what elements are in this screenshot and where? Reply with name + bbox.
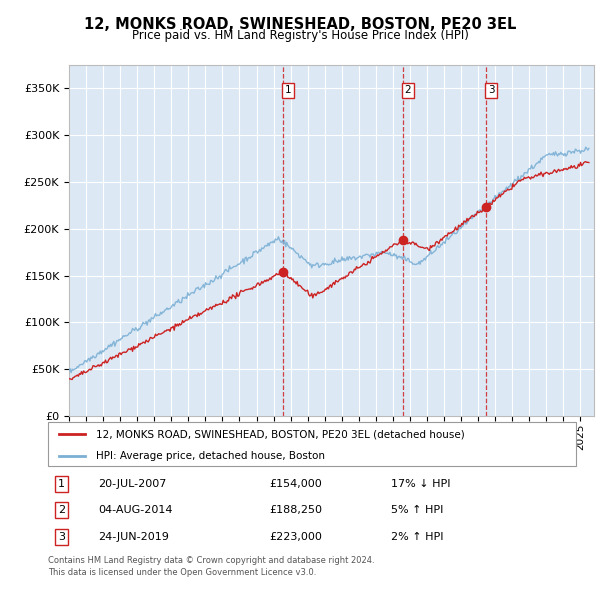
Text: 12, MONKS ROAD, SWINESHEAD, BOSTON, PE20 3EL: 12, MONKS ROAD, SWINESHEAD, BOSTON, PE20…: [84, 17, 516, 31]
Text: Contains HM Land Registry data © Crown copyright and database right 2024.
This d: Contains HM Land Registry data © Crown c…: [48, 556, 374, 576]
Text: £154,000: £154,000: [270, 479, 323, 489]
Text: 24-JUN-2019: 24-JUN-2019: [98, 532, 169, 542]
FancyBboxPatch shape: [48, 422, 576, 466]
Text: 3: 3: [58, 532, 65, 542]
Text: 12, MONKS ROAD, SWINESHEAD, BOSTON, PE20 3EL (detached house): 12, MONKS ROAD, SWINESHEAD, BOSTON, PE20…: [95, 430, 464, 439]
Text: HPI: Average price, detached house, Boston: HPI: Average price, detached house, Bost…: [95, 451, 325, 461]
Text: 04-AUG-2014: 04-AUG-2014: [98, 506, 173, 515]
Text: 1: 1: [58, 479, 65, 489]
Text: 17% ↓ HPI: 17% ↓ HPI: [391, 479, 451, 489]
Text: 1: 1: [284, 86, 291, 96]
Text: 5% ↑ HPI: 5% ↑ HPI: [391, 506, 443, 515]
Text: 20-JUL-2007: 20-JUL-2007: [98, 479, 167, 489]
Text: 2% ↑ HPI: 2% ↑ HPI: [391, 532, 444, 542]
Text: £223,000: £223,000: [270, 532, 323, 542]
Text: 3: 3: [488, 86, 494, 96]
Text: Price paid vs. HM Land Registry's House Price Index (HPI): Price paid vs. HM Land Registry's House …: [131, 29, 469, 42]
Text: 2: 2: [58, 506, 65, 515]
Text: 2: 2: [404, 86, 411, 96]
Text: £188,250: £188,250: [270, 506, 323, 515]
